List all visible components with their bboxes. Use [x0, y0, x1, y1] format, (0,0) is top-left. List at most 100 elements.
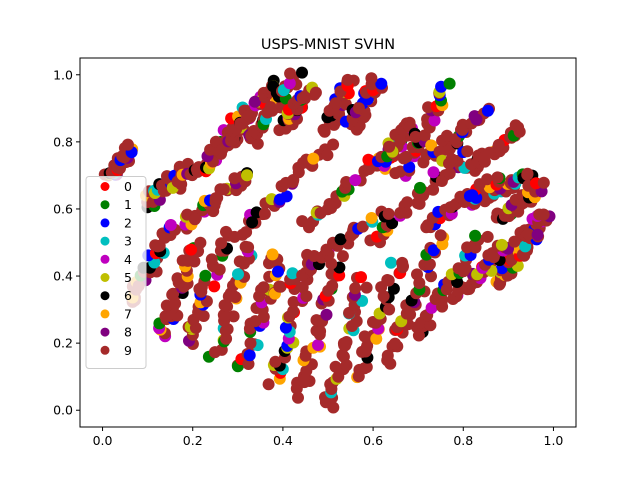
- data-point: [365, 72, 378, 85]
- data-point: [307, 152, 320, 165]
- cluster-22: [290, 250, 349, 404]
- cluster-30: [228, 138, 340, 243]
- legend-marker-5: [100, 273, 110, 282]
- data-point: [287, 296, 300, 308]
- cluster-5: [243, 66, 308, 150]
- legend-marker-7: [100, 309, 110, 319]
- legend-marker-6: [100, 291, 110, 301]
- legend-label-7: 7: [124, 306, 132, 321]
- data-point: [434, 229, 447, 242]
- data-point: [383, 140, 396, 153]
- cluster-33: [268, 205, 395, 300]
- data-point: [428, 114, 441, 127]
- data-point: [495, 238, 508, 251]
- data-point: [205, 253, 218, 266]
- y-tick-label: 0.4: [53, 269, 73, 284]
- data-point: [325, 257, 338, 270]
- data-point: [326, 279, 339, 292]
- legend-marker-4: [100, 254, 110, 264]
- data-point: [280, 190, 293, 203]
- cluster-26: [182, 225, 235, 350]
- data-point: [352, 102, 365, 115]
- data-point: [350, 315, 363, 328]
- data-point: [243, 349, 256, 362]
- data-point: [401, 196, 414, 209]
- data-point: [321, 149, 334, 162]
- data-point: [336, 348, 349, 361]
- data-point: [381, 349, 394, 362]
- legend-label-9: 9: [124, 343, 132, 358]
- data-point: [445, 153, 458, 166]
- x-tick-label: 0.2: [183, 433, 203, 448]
- data-point: [425, 270, 437, 283]
- data-point: [483, 146, 496, 159]
- data-point: [232, 268, 244, 281]
- x-tick-label: 1.0: [544, 433, 564, 448]
- legend-marker-9: [100, 345, 110, 355]
- legend-marker-8: [100, 327, 110, 337]
- legend-marker-3: [100, 236, 110, 246]
- data-point: [360, 342, 373, 355]
- legend-marker-2: [100, 218, 110, 228]
- cluster-31: [296, 134, 407, 234]
- x-tick-label: 0.0: [93, 433, 113, 448]
- data-point: [466, 189, 479, 202]
- data-point: [469, 229, 482, 242]
- data-point: [355, 271, 367, 284]
- data-point: [286, 176, 299, 188]
- cluster-16: [490, 228, 545, 291]
- data-point: [470, 113, 483, 126]
- data-point: [185, 243, 198, 256]
- cluster-19: [381, 229, 450, 370]
- data-point: [443, 167, 456, 180]
- data-point: [481, 104, 494, 117]
- cluster-32: [364, 145, 474, 249]
- cluster-12: [452, 119, 526, 177]
- data-point: [219, 309, 232, 322]
- cluster-18: [411, 229, 494, 342]
- points-layer: [98, 66, 556, 414]
- data-point: [327, 138, 340, 151]
- data-point: [314, 325, 327, 338]
- data-point: [164, 219, 177, 231]
- data-point: [240, 226, 253, 239]
- legend-label-2: 2: [124, 215, 132, 230]
- data-point: [377, 290, 390, 303]
- cluster-21: [319, 271, 373, 414]
- cluster-7: [317, 73, 360, 138]
- data-point: [375, 77, 388, 90]
- legend-box: [85, 176, 147, 369]
- data-point: [329, 97, 342, 110]
- y-tick-label: 0.6: [53, 201, 73, 216]
- data-point: [349, 282, 362, 295]
- data-point: [427, 166, 440, 179]
- data-point: [360, 361, 373, 374]
- data-point: [194, 236, 207, 249]
- data-point: [287, 305, 300, 318]
- cluster-6: [273, 81, 322, 137]
- data-point: [323, 198, 336, 210]
- data-point: [414, 181, 426, 194]
- data-point: [491, 171, 504, 184]
- data-point: [244, 337, 257, 350]
- data-point: [423, 258, 436, 271]
- x-tick-label: 0.6: [363, 433, 383, 448]
- data-point: [449, 133, 461, 146]
- data-point: [508, 235, 521, 248]
- data-point: [341, 73, 354, 86]
- data-point: [531, 228, 544, 241]
- data-point: [334, 233, 347, 246]
- data-point: [284, 67, 297, 80]
- data-point: [443, 77, 456, 90]
- x-tick-label: 0.4: [273, 433, 293, 448]
- data-point: [394, 134, 407, 147]
- data-point: [286, 267, 299, 280]
- data-point: [389, 337, 401, 350]
- data-point: [424, 319, 437, 332]
- data-point: [362, 153, 375, 166]
- legend-label-5: 5: [124, 270, 132, 285]
- data-point: [456, 118, 469, 131]
- data-point: [492, 138, 505, 151]
- data-point: [385, 256, 397, 269]
- cluster-34: [420, 171, 506, 234]
